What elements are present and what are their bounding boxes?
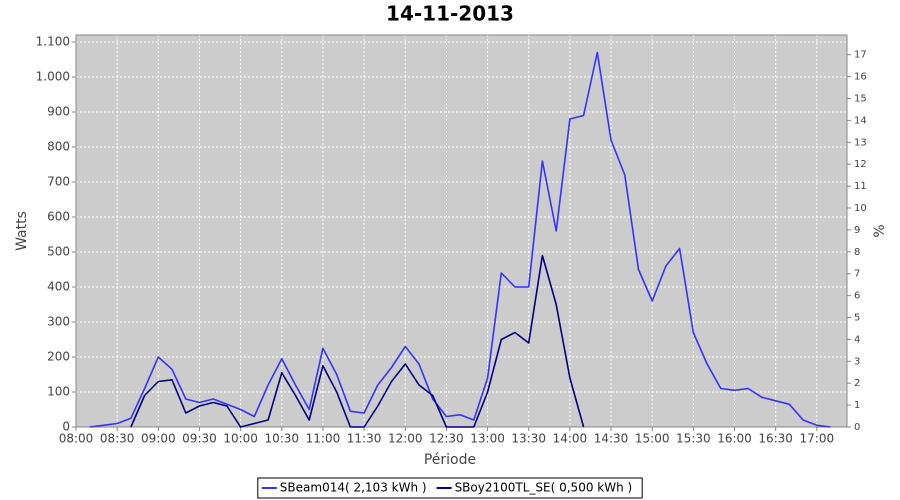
- chart-title: 14-11-2013: [386, 2, 514, 26]
- x-tick-label: 14:30: [594, 432, 629, 446]
- y-tick-label: 1.000: [36, 70, 70, 84]
- x-tick-label: 08:00: [59, 432, 94, 446]
- y-tick-label: 100: [47, 385, 70, 399]
- x-tick-label: 10:30: [264, 432, 299, 446]
- y2-tick-label: 8: [854, 247, 860, 258]
- y-tick-label: 1.100: [36, 35, 70, 49]
- y2-tick-label: 6: [854, 291, 860, 302]
- x-tick-label: 16:00: [717, 432, 752, 446]
- x-tick-label: 09:30: [182, 432, 217, 446]
- y2-tick-label: 14: [854, 115, 867, 126]
- y2-tick-label: 1: [854, 400, 860, 411]
- x-tick-label: 11:00: [306, 432, 341, 446]
- x-tick-label: 11:30: [347, 432, 382, 446]
- y2-tick-label: 9: [854, 225, 860, 236]
- y-tick-label: 700: [47, 175, 70, 189]
- legend-label: SBeam014( 2,103 kWh ): [280, 481, 427, 495]
- y2-axis-label: %: [872, 224, 888, 237]
- y-tick-label: 0: [62, 420, 70, 434]
- y2-tick-label: 4: [854, 334, 860, 345]
- legend: SBeam014( 2,103 kWh ) SBoy2100TL_SE( 0,50…: [257, 477, 643, 499]
- x-tick-label: 16:30: [758, 432, 793, 446]
- y2-tick-label: 5: [854, 313, 860, 324]
- y2-tick-label: 7: [854, 269, 860, 280]
- y-tick-label: 500: [47, 245, 70, 259]
- y-axis-label: Watts: [14, 211, 30, 251]
- y2-tick-label: 0: [854, 422, 860, 433]
- x-tick-label: 09:00: [141, 432, 176, 446]
- y2-tick-label: 13: [854, 137, 867, 148]
- y2-tick-label: 17: [854, 50, 867, 61]
- y2-tick-label: 12: [854, 159, 867, 170]
- x-tick-label: 12:30: [429, 432, 464, 446]
- plot-area: [76, 35, 847, 427]
- y2-tick-label: 15: [854, 94, 867, 105]
- y-tick-label: 200: [47, 350, 70, 364]
- y2-tick-label: 10: [854, 203, 867, 214]
- x-tick-label: 13:30: [511, 432, 546, 446]
- legend-label: SBoy2100TL_SE( 0,500 kWh ): [455, 481, 633, 495]
- y-tick-label: 400: [47, 280, 70, 294]
- x-tick-label: 17:00: [800, 432, 835, 446]
- x-tick-label: 10:00: [223, 432, 258, 446]
- series-line: [130, 254, 585, 428]
- x-tick-label: 14:00: [553, 432, 588, 446]
- y2-tick-label: 3: [854, 356, 860, 367]
- y2-tick-label: 2: [854, 378, 860, 389]
- y-tick-label: 300: [47, 315, 70, 329]
- y2-tick-label: 16: [854, 72, 867, 83]
- series-line: [89, 51, 831, 428]
- x-tick-label: 12:00: [388, 432, 423, 446]
- x-tick-label: 15:30: [676, 432, 711, 446]
- x-tick-label: 13:00: [470, 432, 505, 446]
- x-tick-label: 08:30: [100, 432, 135, 446]
- y-tick-label: 800: [47, 140, 70, 154]
- y-tick-label: 600: [47, 210, 70, 224]
- y2-tick-label: 11: [854, 181, 867, 192]
- x-axis-label: Période: [424, 452, 476, 468]
- x-tick-label: 15:00: [635, 432, 670, 446]
- y-tick-label: 900: [47, 105, 70, 119]
